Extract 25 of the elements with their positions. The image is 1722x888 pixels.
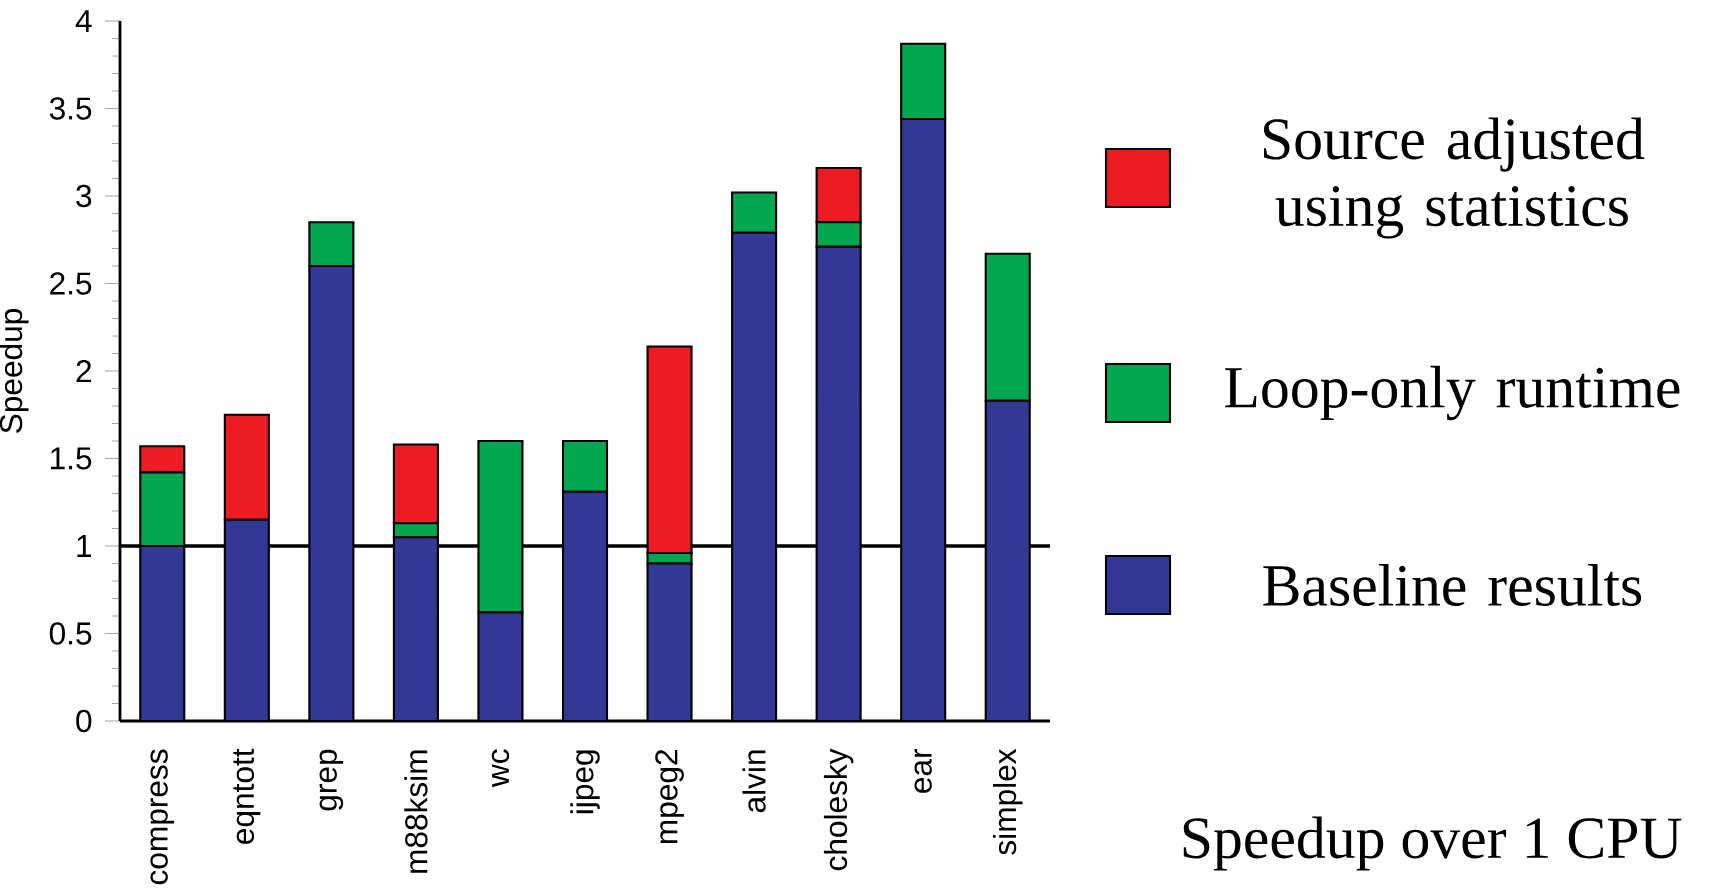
x-tick-label: mpeg2 <box>655 750 684 844</box>
y-tick-label: 4 <box>75 10 92 32</box>
y-tick-label: 1 <box>77 535 92 557</box>
y-tick-label: 2.5 <box>50 272 92 295</box>
x-tick-label: cholesky <box>823 748 854 871</box>
x-tick-label: compress <box>150 749 175 885</box>
legend-label: Loop-only runtime <box>1225 365 1680 421</box>
y-tick-label: 3.5 <box>49 97 92 120</box>
y-axis-title: Speedup <box>0 309 29 433</box>
text: Speedup over 1 CPU <box>1183 816 1682 871</box>
legend-label: Source adjusted using statistics <box>1263 117 1645 239</box>
x-tick-label: simplex <box>992 748 1023 855</box>
y-tick-label: 0 <box>76 709 92 733</box>
legend-label: Baseline results <box>1263 563 1642 607</box>
y-tick-label: 2 <box>76 359 91 383</box>
x-tick-label: eqntott <box>233 748 261 844</box>
x-tick-label: grep <box>319 749 344 811</box>
x-tick-label: wc <box>491 749 510 788</box>
x-tick-label: alvin <box>742 750 766 813</box>
y-tick-label: 0.5 <box>49 622 92 645</box>
x-tick-label: m88ksim <box>404 750 428 873</box>
y-tick-label: 1.5 <box>51 447 92 470</box>
x-tick-label: ijpeg <box>570 750 600 814</box>
x-tick-label: ear <box>914 748 932 793</box>
y-tick-label: 3 <box>76 184 92 208</box>
